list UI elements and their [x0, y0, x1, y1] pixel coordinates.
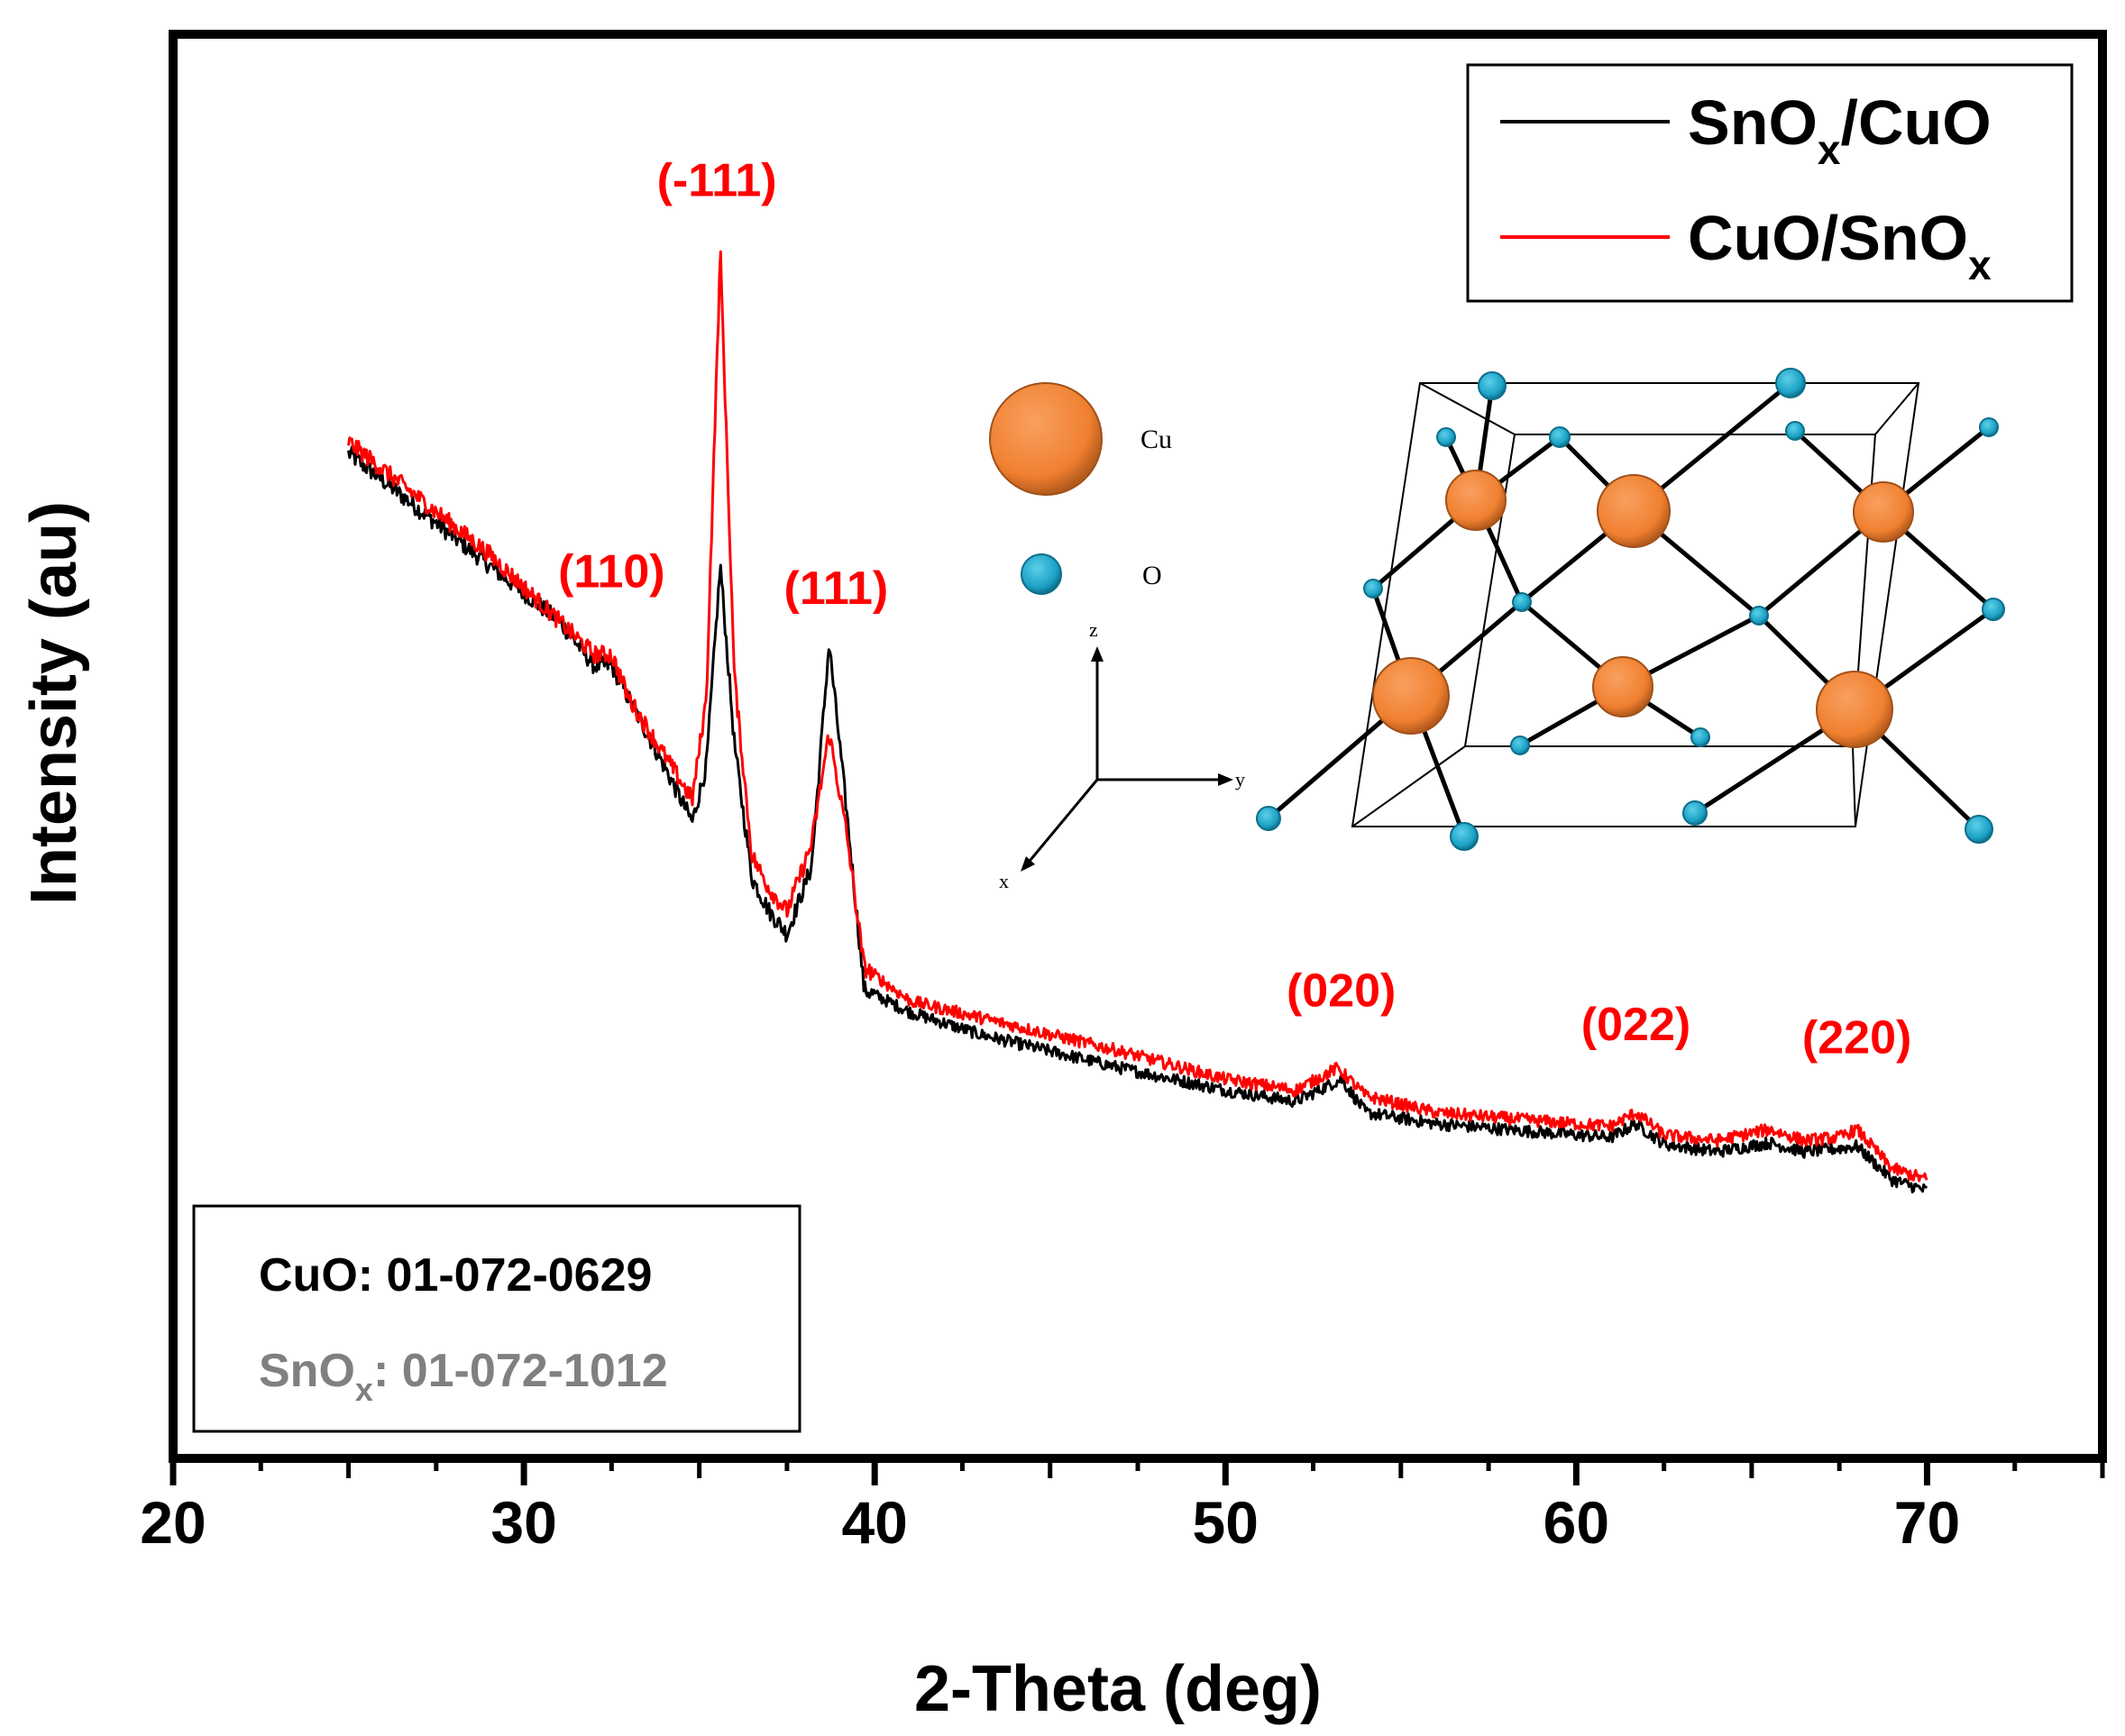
legend-series-2-sub: x: [1968, 242, 1992, 288]
y-arrowhead: [1218, 773, 1233, 786]
legend-series-1-main: SnO: [1688, 87, 1818, 158]
reference-box: CuO: 01-072-0629 SnOx: 01-072-1012: [192, 1204, 801, 1433]
peak-labels: (110) (-111) (111) (020) (022) (220): [558, 155, 1911, 1064]
x-tick-label: 30: [490, 1489, 556, 1556]
bonds: [1267, 381, 1995, 837]
x-axis-title: 2-Theta (deg): [914, 1653, 1322, 1725]
o-atom-label: O: [1142, 561, 1162, 590]
legend-label-series-1: SnOx/CuO: [1688, 87, 1992, 173]
legend-series-1-tail: /CuO: [1841, 87, 1992, 158]
x-arrowhead: [1021, 856, 1035, 872]
reference-frame: [192, 1204, 801, 1433]
legend-label-series-2: CuO/SnOx: [1688, 203, 1992, 288]
cu-atom-key: [989, 382, 1103, 496]
x-tick-label: 40: [841, 1489, 907, 1556]
x-tick-label: 20: [140, 1489, 206, 1556]
z-axis-letter: z: [1089, 618, 1098, 641]
peak-label: (111): [784, 562, 889, 615]
peak-label: (020): [1287, 965, 1396, 1018]
series-line-1: [347, 445, 1928, 1194]
series-layer: [347, 250, 1928, 1194]
x-tick-label: 60: [1543, 1489, 1609, 1556]
o-atom-key: [1021, 553, 1062, 595]
peak-label: (-111): [657, 155, 777, 207]
legend-series-1-sub: x: [1818, 126, 1841, 173]
peak-label: (220): [1802, 1012, 1911, 1064]
peak-label: (022): [1581, 999, 1690, 1051]
y-axis-letter: y: [1235, 768, 1245, 790]
x-tick-label: 70: [1894, 1489, 1960, 1556]
reference-cuo: CuO: 01-072-0629: [259, 1249, 652, 1302]
legend-box: [1466, 63, 2074, 303]
z-arrowhead: [1091, 646, 1104, 662]
x-axis: 20 30 40 50 60 70: [140, 1458, 2105, 1556]
x-axis-letter: x: [999, 870, 1009, 892]
peak-label: (110): [558, 546, 665, 598]
reference-snox-main: SnO: [259, 1345, 355, 1397]
legend: SnOx/CuO CuO/SnOx: [1466, 63, 2074, 303]
cu-atom-label: Cu: [1140, 425, 1172, 454]
reference-snox-sub: x: [355, 1371, 373, 1408]
copper-atoms: [1372, 470, 1914, 748]
oxygen-atoms: [1256, 368, 2005, 851]
series-line-2: [347, 250, 1928, 1183]
reference-snox-tail: : 01-072-1012: [373, 1345, 668, 1397]
x-tick-label: 50: [1193, 1489, 1259, 1556]
legend-series-2-main: CuO/SnO: [1688, 203, 1968, 273]
y-axis-title: Intensity (au): [18, 501, 90, 905]
coordinate-axes: [1024, 653, 1226, 866]
crystal-structure-inset: Cu O z y x: [989, 368, 2005, 892]
reference-snox: SnOx: 01-072-1012: [259, 1345, 668, 1408]
